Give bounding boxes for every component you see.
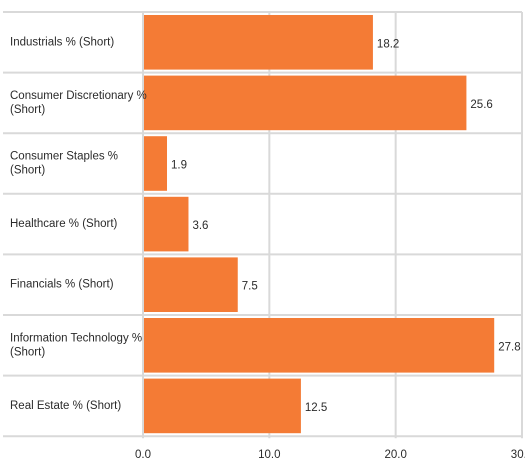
value-label: 1.9: [171, 160, 187, 172]
x-tick-label: 30.0: [511, 449, 525, 461]
x-tick-label: 20.0: [384, 449, 406, 461]
value-label: 12.5: [305, 402, 327, 414]
value-labels: 18.2 25.6 1.9 3.6 7.5 27.8 12.5: [171, 38, 521, 414]
category-label: (Short): [10, 104, 45, 116]
category-label: Industrials % (Short): [10, 36, 114, 48]
bar: [144, 257, 238, 312]
category-label: Financials % (Short): [10, 279, 114, 291]
bar: [144, 136, 168, 191]
value-label: 18.2: [377, 38, 399, 50]
category-label: Healthcare % (Short): [10, 218, 118, 230]
category-label: (Short): [10, 165, 45, 177]
category-label: Information Technology %: [10, 332, 142, 344]
bars: [144, 15, 495, 434]
bar: [144, 378, 301, 434]
bar: [144, 75, 467, 131]
value-label: 25.6: [470, 99, 492, 111]
category-label: Consumer Staples %: [10, 151, 118, 163]
x-axis-tick-labels: 0.0 10.0 20.0 30.0: [135, 449, 525, 461]
value-label: 7.5: [242, 281, 258, 293]
value-label: 3.6: [192, 220, 208, 232]
bar: [144, 15, 373, 70]
category-labels: Industrials % (Short) Consumer Discretion…: [10, 36, 147, 412]
x-tick-label: 0.0: [135, 449, 151, 461]
bar: [144, 318, 495, 373]
category-label: Real Estate % (Short): [10, 400, 121, 412]
x-tick-label: 10.0: [258, 449, 280, 461]
category-label: (Short): [10, 346, 45, 358]
category-label: Consumer Discretionary %: [10, 90, 147, 102]
value-label: 27.8: [498, 341, 520, 353]
bar: [144, 196, 189, 252]
row-separators: [3, 11, 522, 438]
